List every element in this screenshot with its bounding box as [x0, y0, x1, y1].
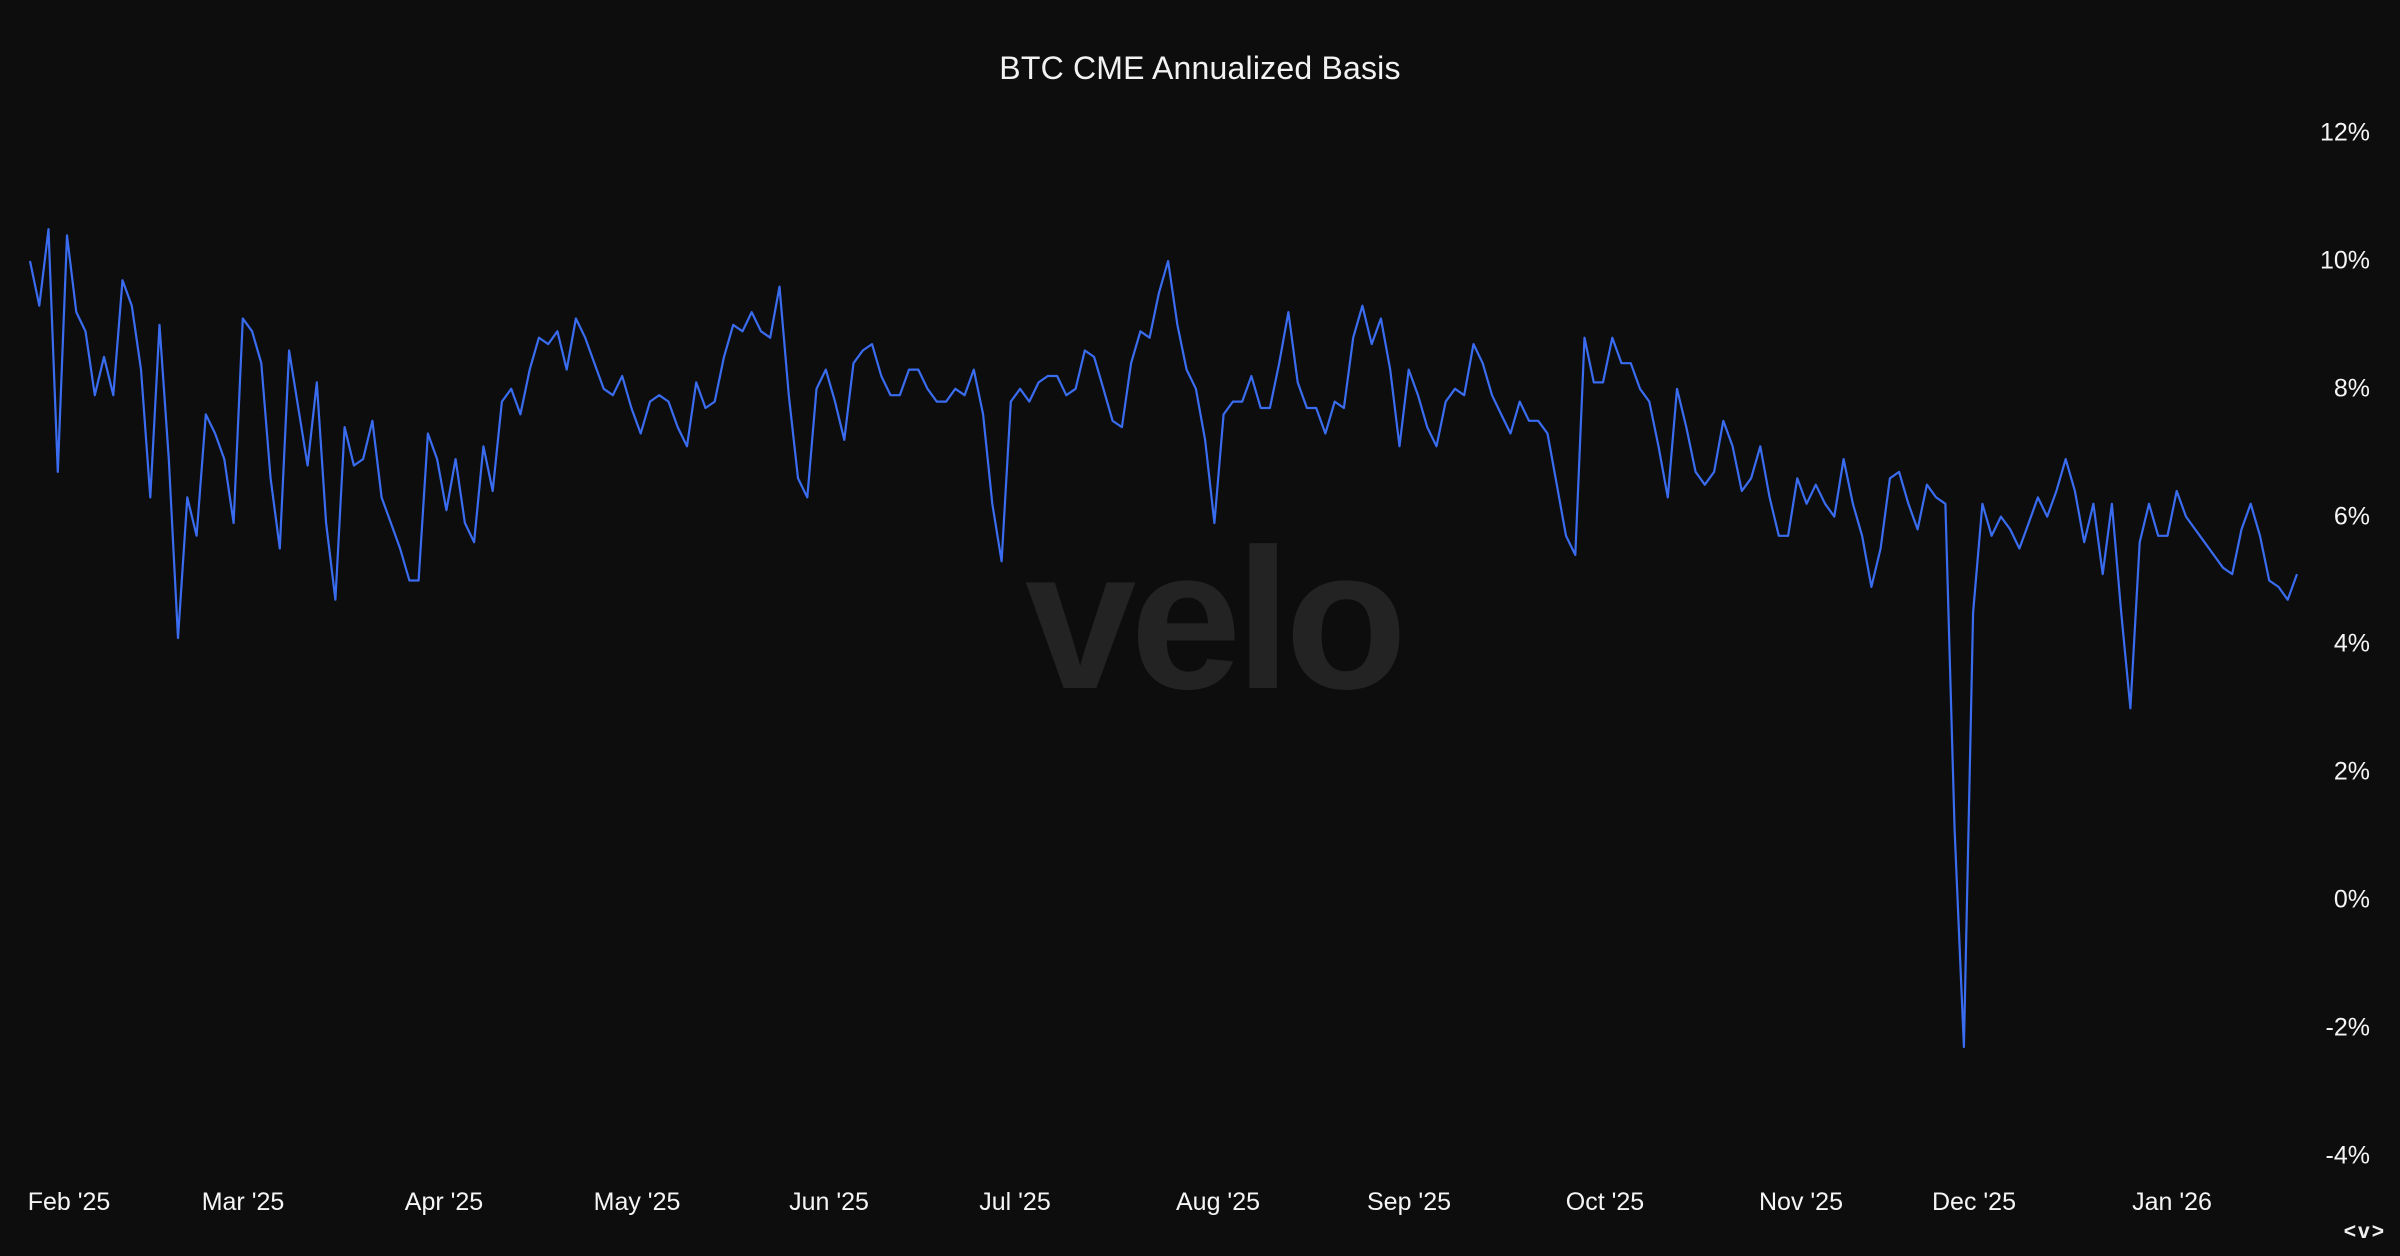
y-tick-label: -4% [2325, 1141, 2370, 1170]
y-tick-label: 4% [2333, 629, 2370, 658]
x-tick-label: Aug '25 [1175, 1188, 1261, 1216]
y-tick-label: 12% [2319, 118, 2370, 147]
x-tick-label: Apr '25 [404, 1188, 484, 1216]
y-tick-label: 8% [2333, 374, 2370, 403]
x-tick-label: Oct '25 [1565, 1188, 1645, 1216]
y-tick-label: 0% [2333, 885, 2370, 914]
y-tick-label: 10% [2319, 246, 2370, 275]
x-tick-label: Nov '25 [1759, 1188, 1843, 1216]
velo-logo-icon[interactable]: <v> [2343, 1220, 2386, 1243]
x-tick-label: Feb '25 [27, 1188, 111, 1216]
x-tick-label: Mar '25 [201, 1188, 285, 1216]
x-tick-label: Jul '25 [979, 1188, 1051, 1216]
x-tick-label: Jan '26 [2132, 1188, 2212, 1216]
x-tick-label: Dec '25 [1932, 1188, 2016, 1216]
chart-title: BTC CME Annualized Basis [999, 50, 1401, 86]
x-tick-label: May '25 [593, 1188, 681, 1216]
x-tick-label: Jun '25 [789, 1188, 869, 1216]
y-tick-label: -2% [2325, 1013, 2370, 1042]
velo-watermark: velo [1025, 508, 1407, 731]
basis-line-series[interactable] [28, 228, 2299, 1049]
y-tick-label: 6% [2333, 502, 2370, 531]
x-tick-label: Sep '25 [1366, 1188, 1452, 1216]
y-tick-label: 2% [2333, 757, 2370, 786]
